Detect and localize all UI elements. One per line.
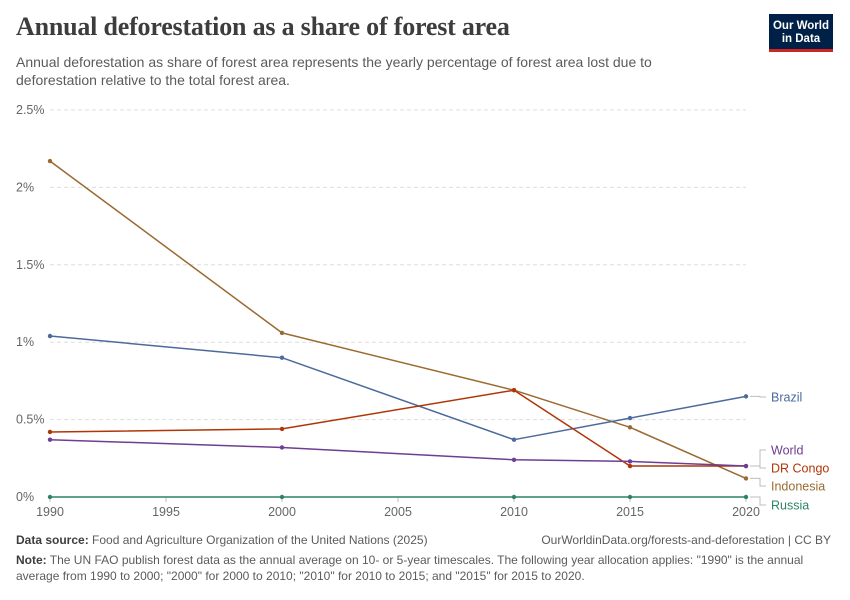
data-point <box>627 425 633 430</box>
data-point <box>47 429 53 435</box>
data-point <box>743 463 749 469</box>
data-point <box>279 426 285 432</box>
data-point <box>743 476 749 481</box>
legend-label: Brazil <box>771 391 802 405</box>
data-point <box>511 494 517 500</box>
data-source: Data source: Food and Agriculture Organi… <box>16 533 428 547</box>
note-label: Note: <box>16 553 47 567</box>
data-point <box>47 333 53 339</box>
data-source-link[interactable]: Food and Agriculture Organization of the… <box>92 533 428 547</box>
legend-connector <box>750 395 766 398</box>
logo-line-2: in Data <box>781 33 821 45</box>
data-source-label: Data source: <box>16 533 89 547</box>
series-line <box>49 438 747 467</box>
data-point <box>743 494 749 500</box>
chart-title: Annual deforestation as a share of fores… <box>16 12 510 41</box>
y-tick-label: 0% <box>16 490 34 504</box>
legend-label: Russia <box>771 499 809 513</box>
owid-logo[interactable]: Our World in Data <box>769 14 833 52</box>
data-point <box>627 415 633 421</box>
data-point <box>47 494 53 500</box>
series-line <box>49 389 746 467</box>
legend-connector <box>750 449 766 467</box>
chart-subtitle: Annual deforestation as share of forest … <box>16 54 652 88</box>
x-tick-label: 2015 <box>616 505 644 519</box>
data-point <box>627 463 633 469</box>
y-tick-label: 1% <box>16 335 34 349</box>
data-point <box>627 459 633 464</box>
credit-link[interactable]: OurWorldinData.org/forests-and-deforesta… <box>541 533 831 547</box>
y-tick-label: 1.5% <box>16 258 45 272</box>
chart-note: Note: The UN FAO publish forest data as … <box>16 552 836 584</box>
y-tick-label: 2% <box>16 180 34 194</box>
data-point <box>743 394 749 399</box>
line-chart: 0% 0.5% 1% 1.5% 2% 2.5% 1990 1995 2000 2005 2010 20… <box>16 103 829 519</box>
x-tick-label: 2020 <box>732 505 760 519</box>
data-point <box>279 445 285 450</box>
legend-label: Indonesia <box>771 480 825 494</box>
legend-connector <box>750 496 766 506</box>
data-point <box>511 437 517 442</box>
data-point <box>627 494 633 500</box>
data-point <box>279 494 285 500</box>
y-tick-label: 2.5% <box>16 103 45 117</box>
data-point <box>511 387 517 393</box>
logo-line-1: Our World <box>772 20 829 32</box>
series-line <box>49 335 747 441</box>
data-point <box>47 158 53 164</box>
legend-label: DR Congo <box>771 462 829 476</box>
x-tick-label: 2010 <box>500 505 528 519</box>
data-point <box>47 437 53 442</box>
y-tick-label: 0.5% <box>16 413 45 427</box>
data-point <box>279 355 285 360</box>
legend-connector <box>750 477 766 487</box>
data-point <box>511 457 517 463</box>
legend-label: World <box>771 444 803 458</box>
data-point <box>279 330 285 336</box>
x-tick-label: 2000 <box>268 505 296 519</box>
x-tick-label: 2005 <box>384 505 412 519</box>
note-text: The UN FAO publish forest data as the an… <box>16 553 804 583</box>
x-tick-label: 1990 <box>36 505 64 519</box>
x-tick-label: 1995 <box>152 505 180 519</box>
